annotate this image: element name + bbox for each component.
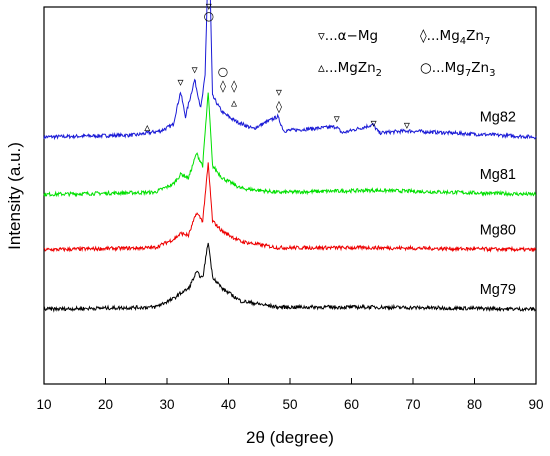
peak-marker: ◊: [220, 79, 226, 93]
legend-entry: ▵...MgZn2: [318, 60, 382, 79]
series-line-mg82: [43, 0, 537, 141]
x-axis-title: 2θ (degree): [246, 428, 334, 447]
x-tick-label: 30: [159, 397, 174, 412]
series-label-mg82: Mg82: [480, 110, 516, 126]
x-tick-label: 60: [344, 397, 359, 412]
legend-entry: ◊...Mg4Zn7: [420, 28, 490, 47]
x-tick-label: 90: [528, 397, 543, 412]
x-tick-label: 20: [98, 397, 113, 412]
peak-marker: ◊: [276, 99, 282, 113]
legend: ▿...α−Mg ◊...Mg4Zn7 ▵...MgZn2 ○...Mg7Zn3: [318, 28, 495, 79]
peak-marker: ○: [204, 9, 214, 23]
peak-marker: ▵: [231, 95, 237, 109]
x-axis-ticks: 10 20 30 40 50 60 70 80 90: [36, 378, 544, 412]
series-layer: [43, 0, 537, 313]
peak-marker: ▿: [404, 118, 410, 132]
peak-marker: ▵: [144, 120, 150, 134]
x-tick-label: 80: [467, 397, 482, 412]
peak-marker: ▿: [178, 75, 184, 89]
legend-entry: ○...Mg7Zn3: [420, 60, 495, 79]
series-labels: Mg82 Mg81 Mg80 Mg79: [480, 110, 516, 298]
series-label-mg80: Mg80: [480, 222, 516, 238]
series-line-mg81: [43, 92, 536, 198]
peak-marker: ▿: [334, 112, 340, 126]
x-tick-label: 40: [221, 397, 236, 412]
x-tick-label: 10: [36, 397, 51, 412]
x-tick-label: 70: [405, 397, 420, 412]
peak-marker: ▿: [192, 62, 198, 76]
peak-marker: ○: [218, 65, 228, 79]
legend-entry: ▿...α−Mg: [318, 28, 378, 44]
peak-marker: ▿: [276, 85, 282, 99]
series-label-mg81: Mg81: [480, 167, 516, 183]
series-label-mg79: Mg79: [480, 282, 516, 298]
series-line-mg79: [43, 242, 537, 313]
y-axis-title: Intensity (a.u.): [5, 142, 24, 250]
series-line-mg80: [43, 162, 537, 253]
peak-marker: ◊: [231, 79, 237, 93]
peak-marker: ▿: [206, 0, 212, 13]
peak-markers: ▵▿▿▿○○◊ ◊▵▿◊▿ ▿ ▿: [144, 0, 410, 134]
x-tick-label: 50: [282, 397, 297, 412]
peak-marker: ▿: [371, 116, 377, 130]
